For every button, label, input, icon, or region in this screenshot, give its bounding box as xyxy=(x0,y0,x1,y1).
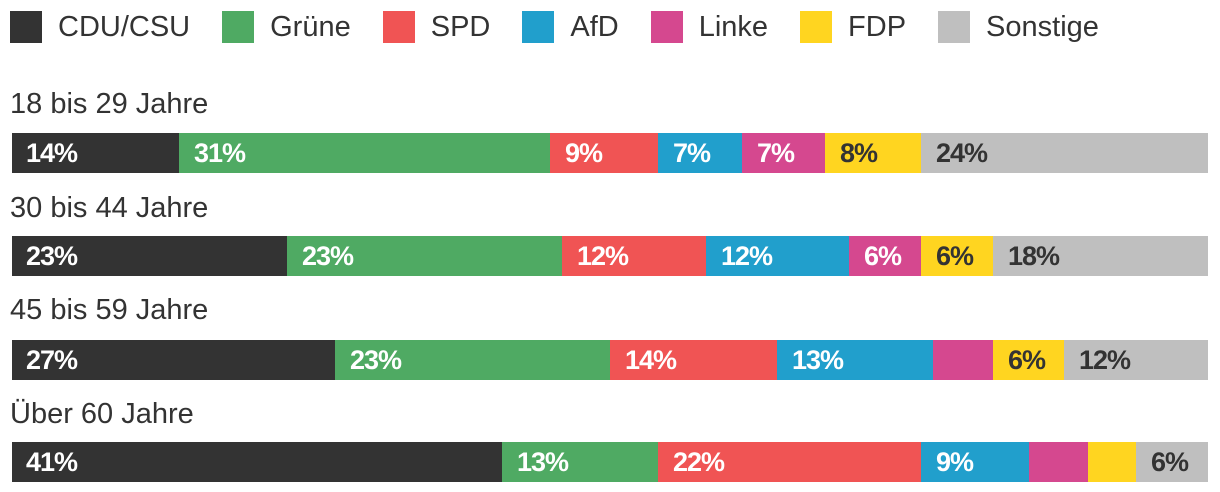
category-label: 30 bis 44 Jahre xyxy=(10,192,209,224)
bar-segment-gruene: 13% xyxy=(502,442,658,482)
bar-segment-afd: 9% xyxy=(921,442,1029,482)
stacked-bar-ueber-60-jahre: 41% 13% 22% 9% 6% xyxy=(12,442,1208,482)
bar-segment-fdp: 8% xyxy=(825,133,921,173)
stacked-bar-30-bis-44-jahre: 23% 23% 12% 12% 6% 6% 18% xyxy=(12,236,1208,276)
data-label: 18% xyxy=(1008,241,1060,271)
legend-item-gruene: Grüne xyxy=(222,11,351,44)
data-label: 6% xyxy=(1151,447,1189,477)
data-label: 13% xyxy=(792,345,844,375)
legend-swatch-spd xyxy=(382,11,415,43)
data-label: 23% xyxy=(302,241,354,271)
data-label: 6% xyxy=(864,241,902,271)
data-label: 23% xyxy=(26,241,78,271)
legend-item-cdu-csu: CDU/CSU xyxy=(10,11,190,44)
bar-segment-cdu-csu: 23% xyxy=(12,236,287,276)
data-label: 14% xyxy=(625,345,677,375)
bar-segment-linke: 7% xyxy=(742,133,825,173)
legend-item-spd: SPD xyxy=(382,10,491,44)
bar-segment-gruene: 31% xyxy=(179,133,550,173)
legend-swatch-afd xyxy=(522,11,555,43)
bar-segment-sonstige: 24% xyxy=(921,133,1208,173)
data-label: 22% xyxy=(673,447,725,477)
data-label: 12% xyxy=(1079,345,1131,375)
bar-segment-gruene: 23% xyxy=(287,236,562,276)
bar-segment-linke xyxy=(933,340,993,380)
bar-segment-cdu-csu: 41% xyxy=(12,442,502,482)
data-label: 12% xyxy=(721,241,773,271)
bar-segment-sonstige: 12% xyxy=(1064,340,1208,380)
legend-item-afd: AfD xyxy=(522,10,619,44)
bar-segment-sonstige: 18% xyxy=(993,236,1208,276)
legend-swatch-fdp xyxy=(800,11,833,43)
bar-segment-spd: 14% xyxy=(610,340,777,380)
legend-label: FDP xyxy=(848,10,907,43)
data-label: 31% xyxy=(194,138,246,168)
bar-segment-afd: 12% xyxy=(706,236,849,276)
bar-segment-gruene: 23% xyxy=(335,340,610,380)
legend-swatch-cdu-csu xyxy=(10,11,42,43)
bar-segment-afd: 7% xyxy=(658,133,742,173)
data-label: 27% xyxy=(26,345,78,375)
data-label: 7% xyxy=(757,138,795,168)
data-label: 9% xyxy=(565,138,603,168)
legend-item-linke: Linke xyxy=(650,10,769,44)
bar-segment-afd: 13% xyxy=(777,340,933,380)
legend-item-sonstige: Sonstige xyxy=(938,11,1099,44)
legend-swatch-gruene xyxy=(222,11,255,43)
stacked-bar-45-bis-59-jahre: 27% 23% 14% 13% 6% 12% xyxy=(12,340,1208,380)
legend-label: Grüne xyxy=(270,10,351,43)
data-label: 41% xyxy=(26,447,78,477)
category-label: 45 bis 59 Jahre xyxy=(10,294,209,326)
data-label: 23% xyxy=(350,345,402,375)
stacked-bar-18-bis-29-jahre: 14% 31% 9% 7% 7% 8% 24% xyxy=(12,133,1208,173)
bar-segment-spd: 9% xyxy=(550,133,658,173)
legend-label: CDU/CSU xyxy=(58,10,191,43)
bar-segment-linke: 6% xyxy=(849,236,921,276)
category-label: 18 bis 29 Jahre xyxy=(10,88,209,120)
legend-label: SPD xyxy=(430,10,491,43)
data-label: 24% xyxy=(936,138,988,168)
legend-label: Linke xyxy=(698,10,769,43)
bar-segment-fdp: 6% xyxy=(921,236,993,276)
bar-segment-cdu-csu: 27% xyxy=(12,340,335,380)
data-label: 6% xyxy=(1008,345,1046,375)
data-label: 8% xyxy=(840,138,878,168)
bar-segment-fdp xyxy=(1088,442,1136,482)
data-label: 13% xyxy=(517,447,569,477)
chart-legend: CDU/CSU Grüne SPD AfD Linke FDP Sonstige xyxy=(10,8,1131,46)
legend-label: Sonstige xyxy=(986,10,1099,43)
data-label: 12% xyxy=(577,241,629,271)
legend-swatch-sonstige xyxy=(938,11,971,43)
data-label: 9% xyxy=(936,447,974,477)
bar-segment-fdp: 6% xyxy=(993,340,1064,380)
bar-segment-sonstige: 6% xyxy=(1136,442,1208,482)
bar-segment-spd: 22% xyxy=(658,442,921,482)
data-label: 14% xyxy=(26,138,78,168)
data-label: 6% xyxy=(936,241,974,271)
bar-segment-linke xyxy=(1029,442,1088,482)
legend-item-fdp: FDP xyxy=(800,11,906,44)
legend-swatch-linke xyxy=(650,11,683,43)
legend-label: AfD xyxy=(570,10,619,43)
bar-segment-spd: 12% xyxy=(562,236,706,276)
bar-segment-cdu-csu: 14% xyxy=(12,133,179,173)
data-label: 7% xyxy=(673,138,711,168)
category-label: Über 60 Jahre xyxy=(10,398,194,430)
